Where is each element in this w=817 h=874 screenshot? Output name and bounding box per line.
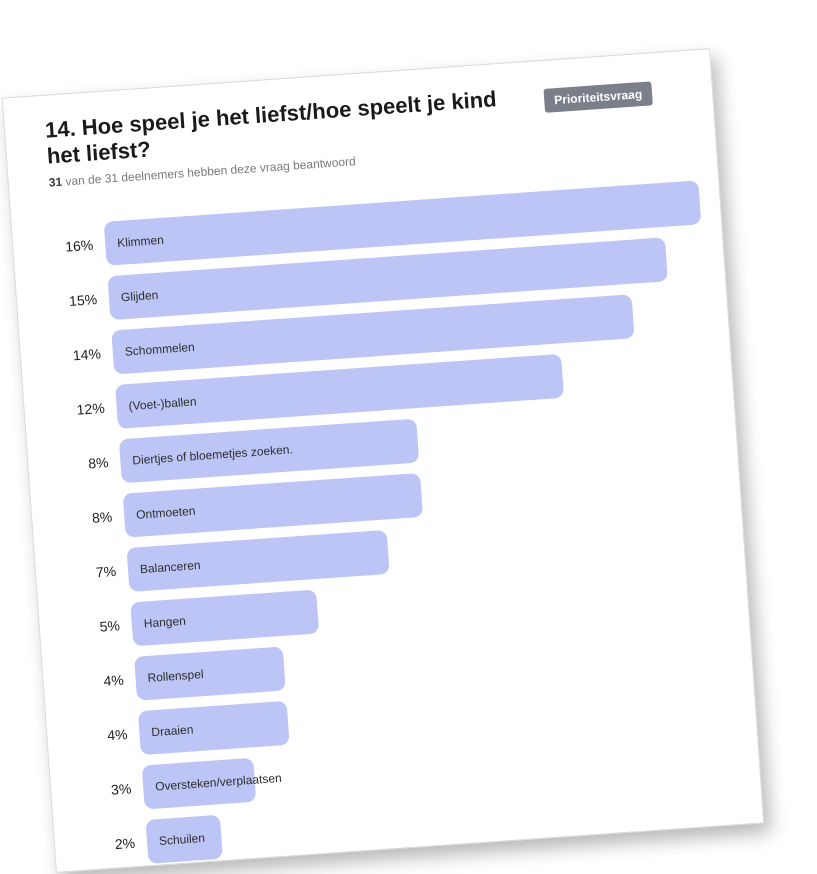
- bar-6: [123, 473, 423, 538]
- bar-9: [134, 647, 286, 701]
- bar-10: [138, 701, 289, 755]
- bar-11: [142, 758, 256, 809]
- bar-7: [127, 530, 390, 592]
- bar-percent-2: 15%: [69, 291, 98, 309]
- bar-percent-6: 8%: [92, 509, 113, 526]
- bar-chart: 16% Klimmen 15% Glijden 14% Schommelen 12% (Voe…: [65, 180, 701, 864]
- bar-4: [115, 354, 564, 429]
- bar-percent-11: 3%: [111, 780, 132, 797]
- bar-label-12: Schuilen: [159, 831, 206, 848]
- bar-label-3: Schommelen: [124, 340, 195, 359]
- bar-percent-10: 4%: [107, 726, 128, 743]
- bar-3: [111, 294, 634, 374]
- bar-label-7: Balanceren: [140, 558, 202, 576]
- bar-percent-8: 5%: [99, 617, 120, 634]
- bar-percent-1: 16%: [65, 237, 94, 255]
- bar-12: [146, 815, 223, 864]
- bar-percent-9: 4%: [103, 672, 124, 689]
- bar-percent-7: 7%: [95, 563, 116, 580]
- bar-1: [104, 180, 701, 266]
- bar-8: [130, 590, 319, 646]
- bar-label-6: Ontmoeten: [136, 504, 196, 522]
- bar-5: [119, 419, 419, 483]
- bar-label-4: (Voet-)ballen: [128, 394, 197, 413]
- bar-percent-5: 8%: [88, 454, 109, 471]
- bar-percent-4: 12%: [76, 400, 105, 418]
- bar-percent-3: 14%: [72, 345, 101, 363]
- question-card: Prioriteitsvraag 14. Hoe speel je het li…: [1, 48, 765, 873]
- bar-label-9: Rollenspel: [147, 667, 204, 685]
- bar-label-8: Hangen: [143, 614, 186, 631]
- bar-label-1: Klimmen: [117, 233, 165, 250]
- bar-percent-12: 2%: [114, 835, 135, 852]
- bar-label-10: Draaien: [151, 722, 194, 739]
- bar-2: [108, 237, 668, 320]
- bar-label-2: Glijden: [120, 288, 158, 305]
